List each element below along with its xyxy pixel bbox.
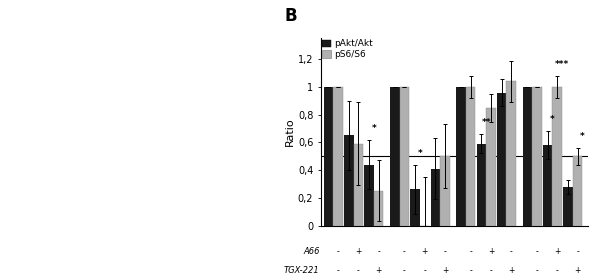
Text: +: + — [554, 247, 560, 256]
Text: -: - — [576, 247, 579, 256]
Bar — [532, 87, 542, 226]
Text: **: ** — [481, 118, 491, 127]
Text: +: + — [488, 247, 494, 256]
Text: -: - — [469, 247, 472, 256]
Text: +: + — [574, 266, 581, 275]
Text: -: - — [469, 266, 472, 275]
Bar — [553, 87, 562, 226]
Text: -: - — [337, 266, 340, 275]
Bar — [353, 144, 363, 226]
Bar — [456, 87, 466, 226]
Text: -: - — [357, 266, 360, 275]
Bar — [390, 87, 400, 226]
Text: -: - — [443, 247, 446, 256]
Text: -: - — [536, 247, 538, 256]
Legend: pAkt/Akt, pS6/S6: pAkt/Akt, pS6/S6 — [322, 39, 373, 59]
Bar — [563, 187, 573, 226]
Bar — [374, 191, 383, 226]
Bar — [333, 87, 343, 226]
Bar — [431, 169, 440, 225]
Text: -: - — [423, 266, 426, 275]
Text: *: * — [371, 124, 376, 133]
Bar — [543, 145, 553, 226]
Bar — [523, 87, 532, 226]
Text: -: - — [490, 266, 493, 275]
Y-axis label: Ratio: Ratio — [285, 118, 295, 146]
Text: -: - — [403, 247, 406, 256]
Bar — [466, 87, 475, 226]
Bar — [486, 108, 496, 226]
Bar — [440, 156, 450, 226]
Bar — [497, 92, 506, 226]
Bar — [364, 164, 374, 225]
Text: -: - — [556, 266, 559, 275]
Text: B: B — [285, 7, 298, 25]
Text: -: - — [536, 266, 538, 275]
Bar — [506, 81, 516, 226]
Text: A66: A66 — [303, 247, 320, 256]
Bar — [344, 136, 353, 225]
Bar — [573, 156, 583, 226]
Text: +: + — [355, 247, 362, 256]
Text: -: - — [377, 247, 380, 256]
Text: *: * — [580, 132, 585, 141]
Text: +: + — [508, 266, 514, 275]
Text: -: - — [403, 266, 406, 275]
Bar — [410, 189, 420, 226]
Text: *: * — [550, 116, 555, 124]
Text: ***: *** — [555, 60, 569, 69]
Text: *: * — [418, 148, 422, 158]
Text: +: + — [442, 266, 448, 275]
Text: -: - — [510, 247, 512, 256]
Text: +: + — [421, 247, 428, 256]
Text: TGX-221: TGX-221 — [284, 266, 320, 275]
Text: -: - — [337, 247, 340, 256]
Bar — [323, 87, 333, 226]
Text: +: + — [376, 266, 382, 275]
Bar — [476, 144, 486, 226]
Bar — [400, 87, 409, 226]
